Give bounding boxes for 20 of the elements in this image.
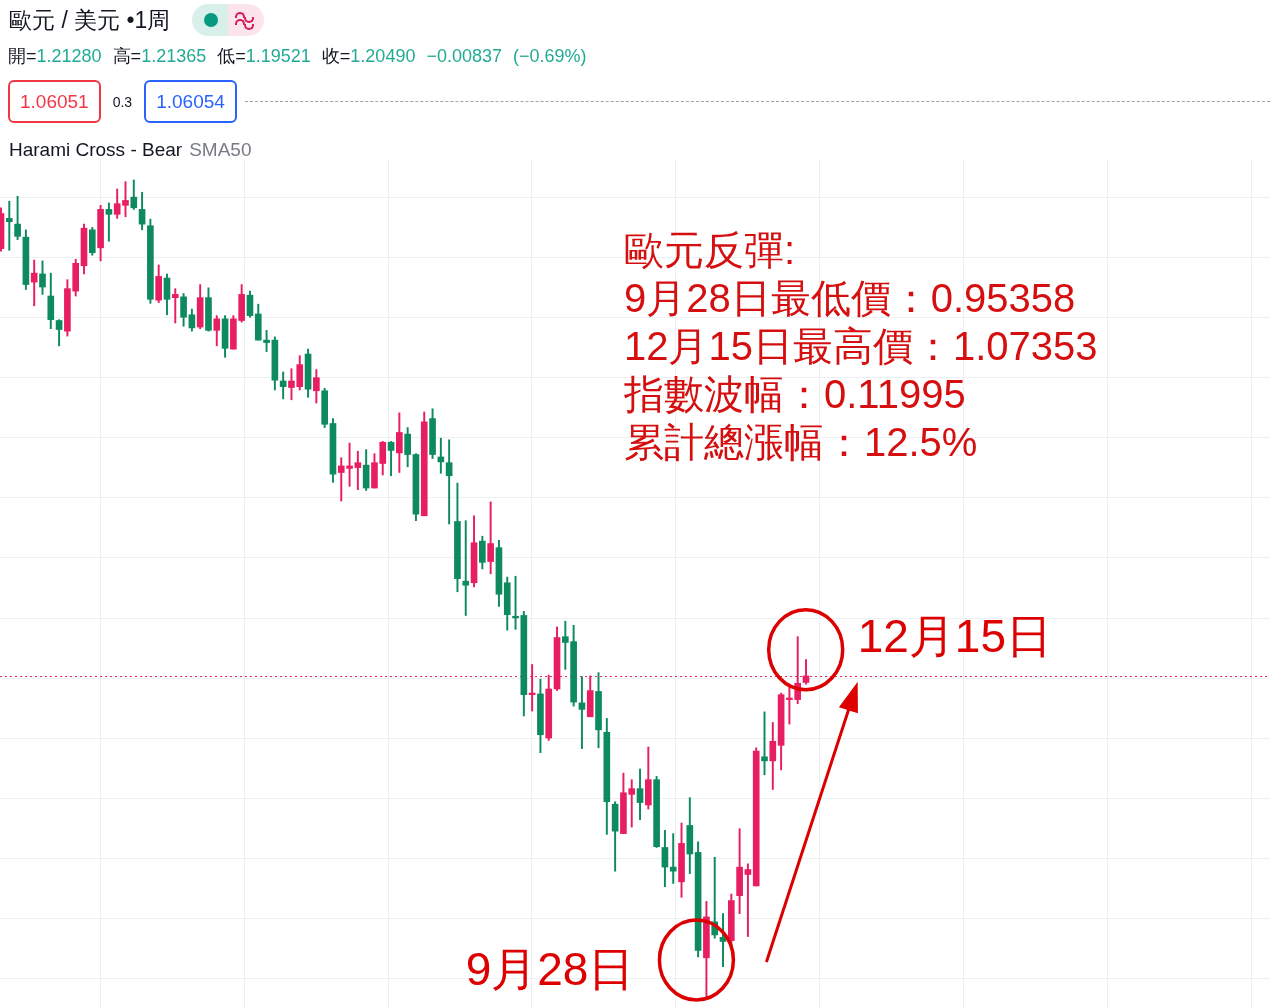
text: SMA50 bbox=[189, 139, 252, 160]
annotation: 9月28日 bbox=[465, 942, 635, 995]
candlestick bbox=[5, 200, 13, 251]
annotation: 歐元反彈: bbox=[624, 228, 796, 273]
text: 0.3 bbox=[112, 93, 133, 110]
annotation: 12月15日最高價：1.07353 bbox=[624, 324, 1098, 369]
annotation: 累計總漲幅：12.5% bbox=[624, 420, 978, 465]
text: 開=1.21280 高=1.21365 低=1.19521 收=1.20490 −0.00837 (−0.69%) bbox=[8, 46, 587, 66]
text: 1.06054 bbox=[144, 80, 237, 123]
text: 12月15日 bbox=[857, 610, 1053, 663]
chart-title: 歐元 / 美元 •1周 bbox=[9, 6, 171, 35]
text: Harami Cross - Bear bbox=[9, 139, 183, 160]
text: 1.06051 bbox=[8, 80, 101, 123]
annotation: 指數波幅：0.11995 bbox=[623, 372, 966, 417]
candlestick bbox=[669, 833, 677, 884]
candlestick bbox=[512, 575, 519, 630]
candlestick bbox=[462, 520, 470, 616]
candlestick bbox=[171, 288, 179, 324]
annotation: 9月28日最低價：0.95358 bbox=[624, 276, 1076, 321]
candlestick bbox=[744, 863, 752, 937]
